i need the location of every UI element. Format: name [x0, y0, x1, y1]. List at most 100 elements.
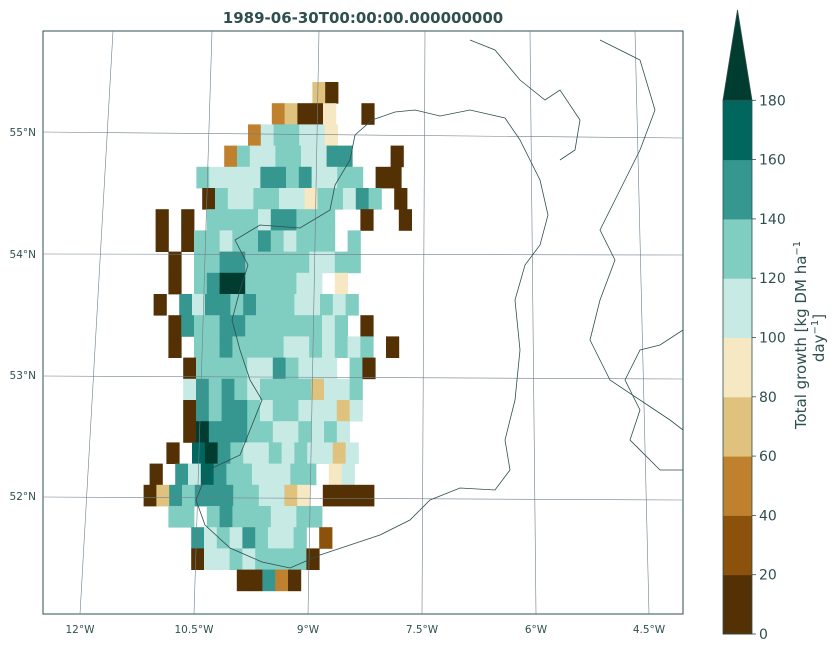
- colorbar-frame: [722, 99, 753, 635]
- heatmap-cell: [301, 145, 315, 168]
- heatmap-cell: [242, 548, 256, 570]
- gridline: [193, 30, 213, 615]
- heatmap-cell: [311, 378, 325, 401]
- heatmap-cell: [320, 442, 334, 464]
- heatmap-cell: [245, 209, 259, 231]
- chart-title: 1989-06-30T00:00:00.000000000: [223, 9, 503, 27]
- heatmap-cell: [322, 230, 336, 252]
- heatmap-cell: [220, 484, 234, 507]
- heatmap-cell: [153, 294, 167, 316]
- colorbar-tick-label: 0: [759, 627, 768, 643]
- heatmap-cell: [348, 484, 362, 507]
- heatmap-cell: [155, 230, 169, 252]
- heatmap-cell: [336, 378, 350, 401]
- heatmap-cell: [219, 272, 233, 295]
- heatmap-cell: [306, 548, 320, 570]
- heatmap-cell: [298, 357, 312, 380]
- heatmap-cell: [272, 421, 286, 443]
- x-tick-labels: 12°W 10.5°W 9°W 7.5°W 6°W 4.5°W: [66, 624, 666, 636]
- heatmap-cell: [285, 400, 299, 422]
- heatmap-cell: [191, 548, 205, 570]
- heatmap-cell: [309, 506, 323, 528]
- heatmap-cell: [311, 166, 325, 189]
- heatmap-cell: [322, 315, 336, 337]
- heatmap-cell: [181, 506, 195, 528]
- x-tick-label-2: 9°W: [297, 624, 320, 636]
- heatmap-cell: [221, 378, 235, 401]
- heatmap-cell: [229, 527, 243, 549]
- coastline-path: [469, 39, 581, 161]
- heatmap-cell: [324, 378, 338, 401]
- heatmap-cell: [394, 188, 408, 210]
- heatmap-cell: [260, 166, 274, 189]
- heatmap-cell: [255, 527, 269, 549]
- coastline-path: [624, 329, 684, 471]
- heatmap-cell: [361, 484, 375, 507]
- heatmap-cell: [245, 230, 259, 252]
- gridline: [529, 30, 537, 615]
- heatmap-cell: [166, 442, 180, 464]
- heatmap-cell: [192, 442, 206, 464]
- heatmap-cell: [237, 145, 251, 168]
- heatmap-cell: [194, 272, 208, 295]
- heatmap-cell: [196, 166, 210, 189]
- heatmap-cell: [149, 463, 163, 486]
- heatmap-cell: [183, 421, 197, 443]
- heatmap-cell: [191, 527, 205, 549]
- heatmap-cell: [196, 357, 210, 380]
- heatmap-cell: [290, 463, 304, 486]
- heatmap-cell: [234, 400, 248, 422]
- heatmap-cell: [175, 463, 189, 486]
- heatmap-cell: [258, 230, 272, 252]
- heatmap-cell: [234, 378, 248, 401]
- heatmap-cell: [349, 357, 363, 380]
- heatmap-cell: [242, 527, 256, 549]
- heatmap-cell: [279, 188, 293, 210]
- heatmap-cell: [143, 484, 157, 507]
- heatmap-cell: [207, 484, 221, 507]
- heatmap-cell: [285, 378, 299, 401]
- heatmap-cell: [360, 315, 374, 337]
- colorbar-label-line1: Total growth [kg DM ha−1: [792, 241, 810, 430]
- heatmap-cell: [350, 166, 364, 189]
- heatmap-cell: [202, 188, 216, 210]
- heatmap-cell: [258, 272, 272, 295]
- heatmap-cell: [270, 336, 284, 358]
- heatmap-cell: [266, 188, 280, 210]
- heatmap-cell: [221, 421, 235, 443]
- gridline: [42, 496, 684, 501]
- gridline: [79, 30, 114, 615]
- colorbar-ticks: 0 20 40 60 80 100 120 140 160 180: [752, 93, 786, 643]
- heatmap-cell: [286, 166, 300, 189]
- gridline: [634, 30, 650, 615]
- heatmap-cell: [196, 400, 210, 422]
- heatmap-cell: [309, 251, 323, 274]
- heatmap-cell: [322, 336, 336, 358]
- heatmap-cell: [258, 251, 272, 274]
- heatmap-cell: [296, 506, 310, 528]
- heatmap-cell: [284, 484, 298, 507]
- heatmap-cell: [345, 442, 359, 464]
- heatmap-cell: [217, 442, 231, 464]
- heatmap-cell: [355, 188, 369, 210]
- heatmap-cell: [309, 230, 323, 252]
- heatmap-cell: [336, 400, 350, 422]
- heatmap-cell: [270, 209, 284, 231]
- x-tick-label-0: 12°W: [66, 624, 96, 636]
- heatmap-cell: [196, 378, 210, 401]
- colorbar-segment: [723, 574, 752, 635]
- heatmap-cell: [325, 82, 339, 104]
- heatmap-cell: [337, 166, 351, 189]
- heatmap-cell: [260, 400, 274, 422]
- colorbar-tick-label: 120: [759, 271, 786, 287]
- heatmap-cell: [246, 484, 260, 507]
- heatmap-cell: [204, 527, 218, 549]
- heatmap-cell: [322, 251, 336, 274]
- heatmap-cell: [271, 103, 285, 125]
- heatmap-cell: [283, 506, 297, 528]
- colorbar-label-line2: day−1]: [810, 314, 828, 362]
- heatmap-cell: [208, 400, 222, 422]
- heatmap-cell: [208, 357, 222, 380]
- x-tick-label-5: 4.5°W: [633, 624, 666, 636]
- heatmap-cell: [206, 209, 220, 231]
